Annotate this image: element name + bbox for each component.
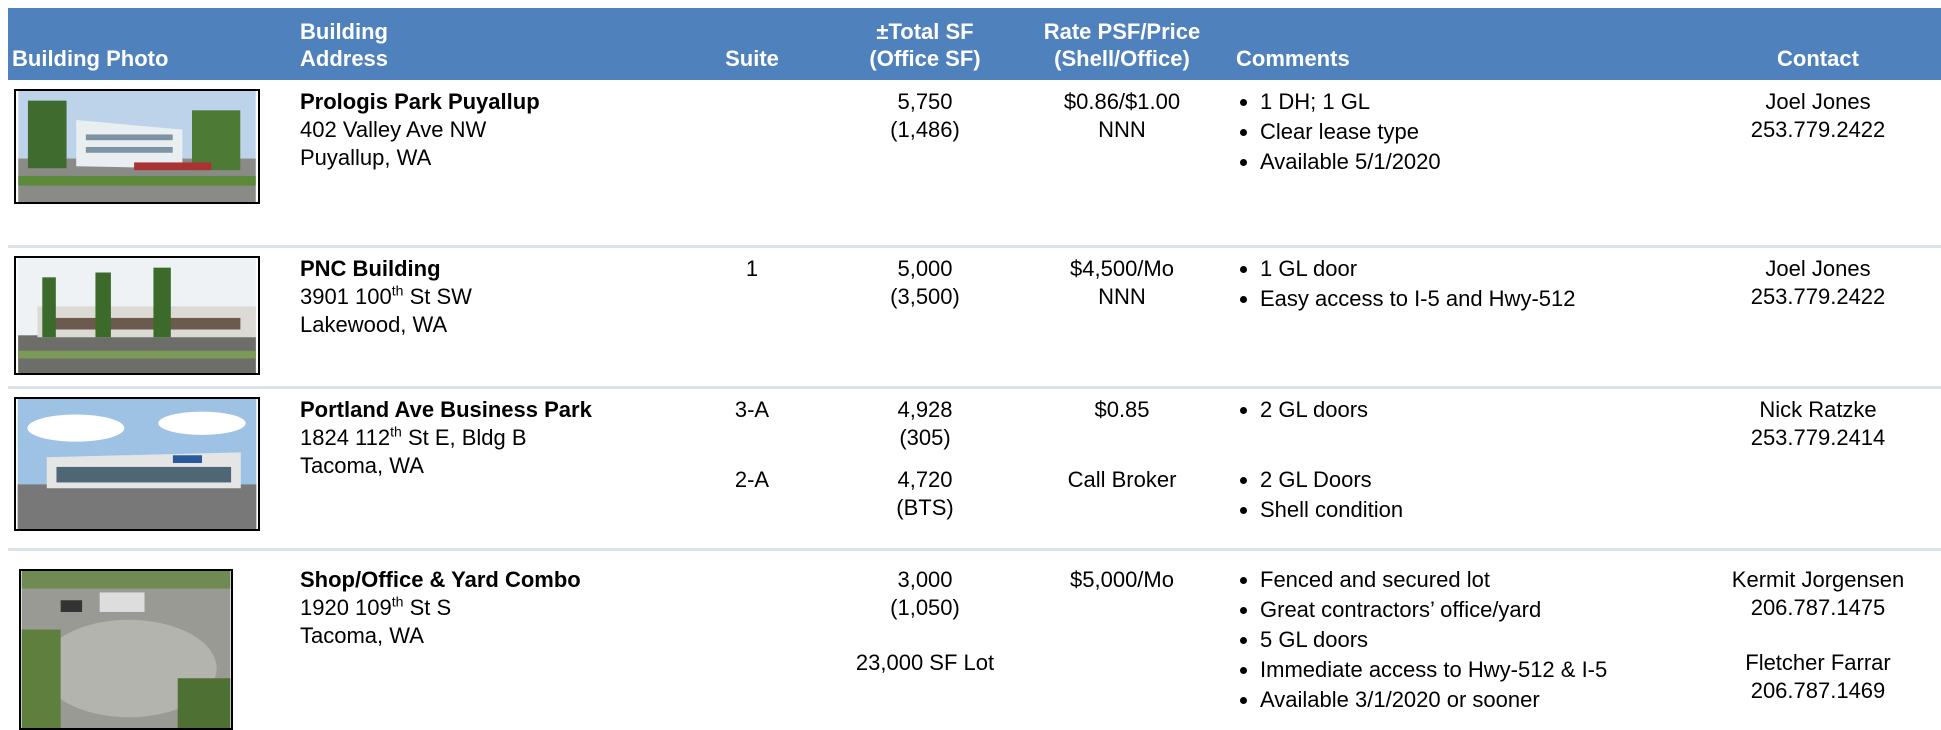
row-separator bbox=[8, 386, 1941, 389]
address-text: St E, Bldg B bbox=[402, 425, 527, 450]
comment: Available 5/1/2020 bbox=[1260, 147, 1441, 177]
contact-phone: 206.787.1469 bbox=[1618, 677, 1941, 705]
address-text: 1824 112 bbox=[300, 425, 390, 450]
page: Building PhotoBuildingAddressSuite±Total… bbox=[0, 0, 1941, 730]
square-feet: (305) bbox=[725, 424, 1125, 452]
address-line: Tacoma, WA bbox=[300, 622, 424, 650]
contact-phone: 253.779.2422 bbox=[1618, 283, 1941, 311]
address-sup: th bbox=[392, 283, 404, 299]
square-feet: 23,000 SF Lot bbox=[725, 649, 1125, 677]
comment-list: Fenced and secured lotGreat contractors’… bbox=[1236, 565, 1607, 715]
comment-list: 2 GL doors bbox=[1236, 395, 1368, 425]
building-photo bbox=[19, 569, 233, 730]
comment: Immediate access to Hwy-512 & I-5 bbox=[1260, 655, 1607, 685]
contact-phone: 253.779.2414 bbox=[1618, 424, 1941, 452]
address-line: 3901 100th St SW bbox=[300, 283, 472, 311]
square-feet: (BTS) bbox=[725, 494, 1125, 522]
address-sup: th bbox=[392, 594, 404, 610]
address-text: 1920 109 bbox=[300, 595, 392, 620]
contact-name: Fletcher Farrar bbox=[1618, 649, 1941, 677]
comment: 2 GL doors bbox=[1260, 395, 1368, 425]
contact-name: Nick Ratzke bbox=[1618, 396, 1941, 424]
address-line: 1920 109th St S bbox=[300, 594, 451, 622]
contact-phone: 253.779.2422 bbox=[1618, 116, 1941, 144]
address-line: 1824 112th St E, Bldg B bbox=[300, 424, 527, 452]
comment-list: 1 DH; 1 GLClear lease typeAvailable 5/1/… bbox=[1236, 87, 1441, 177]
address-text: St S bbox=[403, 595, 451, 620]
contact-name: Joel Jones bbox=[1618, 255, 1941, 283]
contact-name: Joel Jones bbox=[1618, 88, 1941, 116]
comment: Great contractors’ office/yard bbox=[1260, 595, 1607, 625]
comment: Shell condition bbox=[1260, 495, 1403, 525]
contact-name: Kermit Jorgensen bbox=[1618, 566, 1941, 594]
address-text: St SW bbox=[403, 284, 471, 309]
address-line: 402 Valley Ave NW bbox=[300, 116, 486, 144]
address-line: Puyallup, WA bbox=[300, 144, 431, 172]
contact-phone: 206.787.1475 bbox=[1618, 594, 1941, 622]
building-photo bbox=[14, 256, 260, 375]
address-text: 3901 100 bbox=[300, 284, 392, 309]
building-name: Shop/Office & Yard Combo bbox=[300, 566, 581, 594]
comment: 1 GL door bbox=[1260, 254, 1575, 284]
building-photo bbox=[14, 397, 260, 531]
comment: Fenced and secured lot bbox=[1260, 565, 1607, 595]
header-label: Rate PSF/Price bbox=[922, 18, 1322, 45]
comment: 2 GL Doors bbox=[1260, 465, 1403, 495]
comment: 5 GL doors bbox=[1260, 625, 1607, 655]
header-label: Contact bbox=[1618, 45, 1941, 72]
building-photo bbox=[14, 89, 260, 204]
building-name: PNC Building bbox=[300, 255, 441, 283]
square-feet: (1,050) bbox=[725, 594, 1125, 622]
header-label: Building bbox=[300, 18, 388, 45]
comment-list: 2 GL DoorsShell condition bbox=[1236, 465, 1403, 525]
building-name: Prologis Park Puyallup bbox=[300, 88, 540, 116]
row-separator bbox=[8, 548, 1941, 551]
row-separator bbox=[8, 245, 1941, 248]
comment: Easy access to I-5 and Hwy-512 bbox=[1260, 284, 1575, 314]
building-name: Portland Ave Business Park bbox=[300, 396, 592, 424]
comment-list: 1 GL doorEasy access to I-5 and Hwy-512 bbox=[1236, 254, 1575, 314]
address-sup: th bbox=[390, 424, 402, 440]
address-line: Tacoma, WA bbox=[300, 452, 424, 480]
header-label: Comments bbox=[1236, 45, 1350, 72]
comment: Clear lease type bbox=[1260, 117, 1441, 147]
header-label: Building Photo bbox=[12, 45, 168, 72]
comment: 1 DH; 1 GL bbox=[1260, 87, 1441, 117]
header-label: Address bbox=[300, 45, 388, 72]
address-line: Lakewood, WA bbox=[300, 311, 447, 339]
comment: Available 3/1/2020 or sooner bbox=[1260, 685, 1607, 715]
